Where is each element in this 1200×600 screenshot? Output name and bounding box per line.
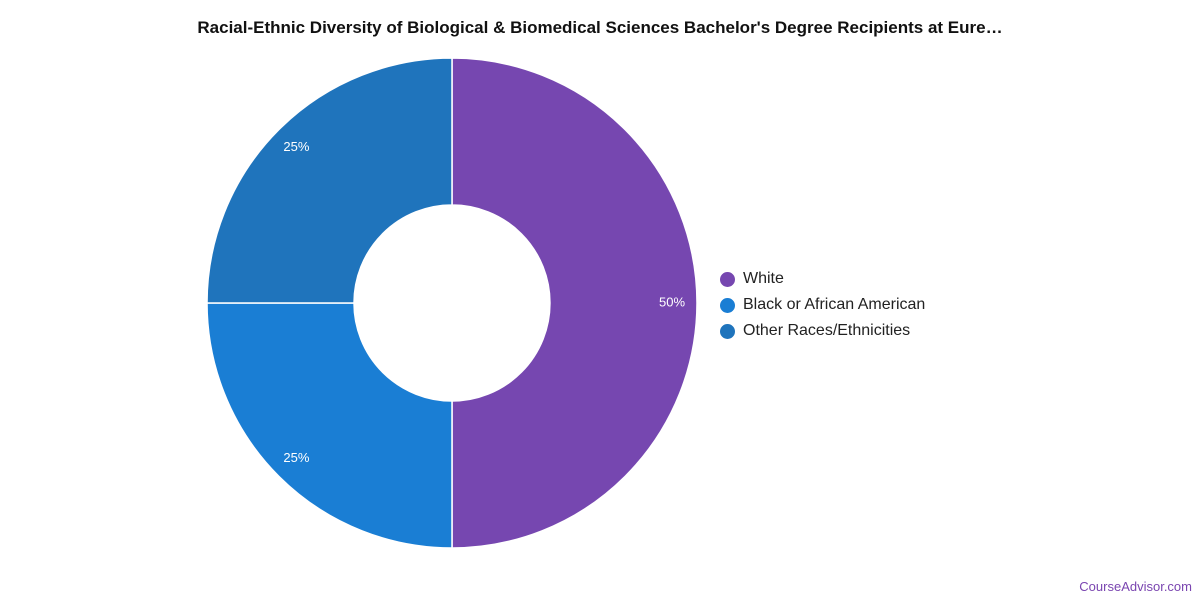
- legend-label-white: White: [743, 270, 784, 287]
- legend-item-black-or-african-american[interactable]: Black or African American: [720, 292, 925, 318]
- courseadvisor-watermark[interactable]: CourseAdvisor.com: [1079, 579, 1192, 594]
- slice-label-black-or-african-american: 25%: [283, 450, 309, 465]
- slice-label-other-races-ethnicities: 25%: [283, 139, 309, 154]
- legend-swatch-white: [720, 271, 735, 287]
- legend-label-black-or-african-american: Black or African American: [743, 296, 926, 313]
- legend-item-other-races-ethnicities[interactable]: Other Races/Ethnicities: [720, 318, 925, 344]
- chart-legend: White Black or African American Other Ra…: [720, 266, 925, 344]
- slice-black-or-african-american[interactable]: [206, 302, 453, 549]
- slice-label-white: 50%: [659, 294, 685, 309]
- slice-white[interactable]: [451, 57, 698, 549]
- slice-other-races-ethnicities[interactable]: [206, 57, 453, 304]
- legend-swatch-black-or-african-american: [720, 297, 735, 313]
- legend-item-white[interactable]: White: [720, 266, 925, 292]
- legend-swatch-other-races-ethnicities: [720, 323, 735, 339]
- chart-title: Racial-Ethnic Diversity of Biological & …: [197, 18, 1003, 37]
- legend-label-other-races-ethnicities: Other Races/Ethnicities: [743, 322, 911, 339]
